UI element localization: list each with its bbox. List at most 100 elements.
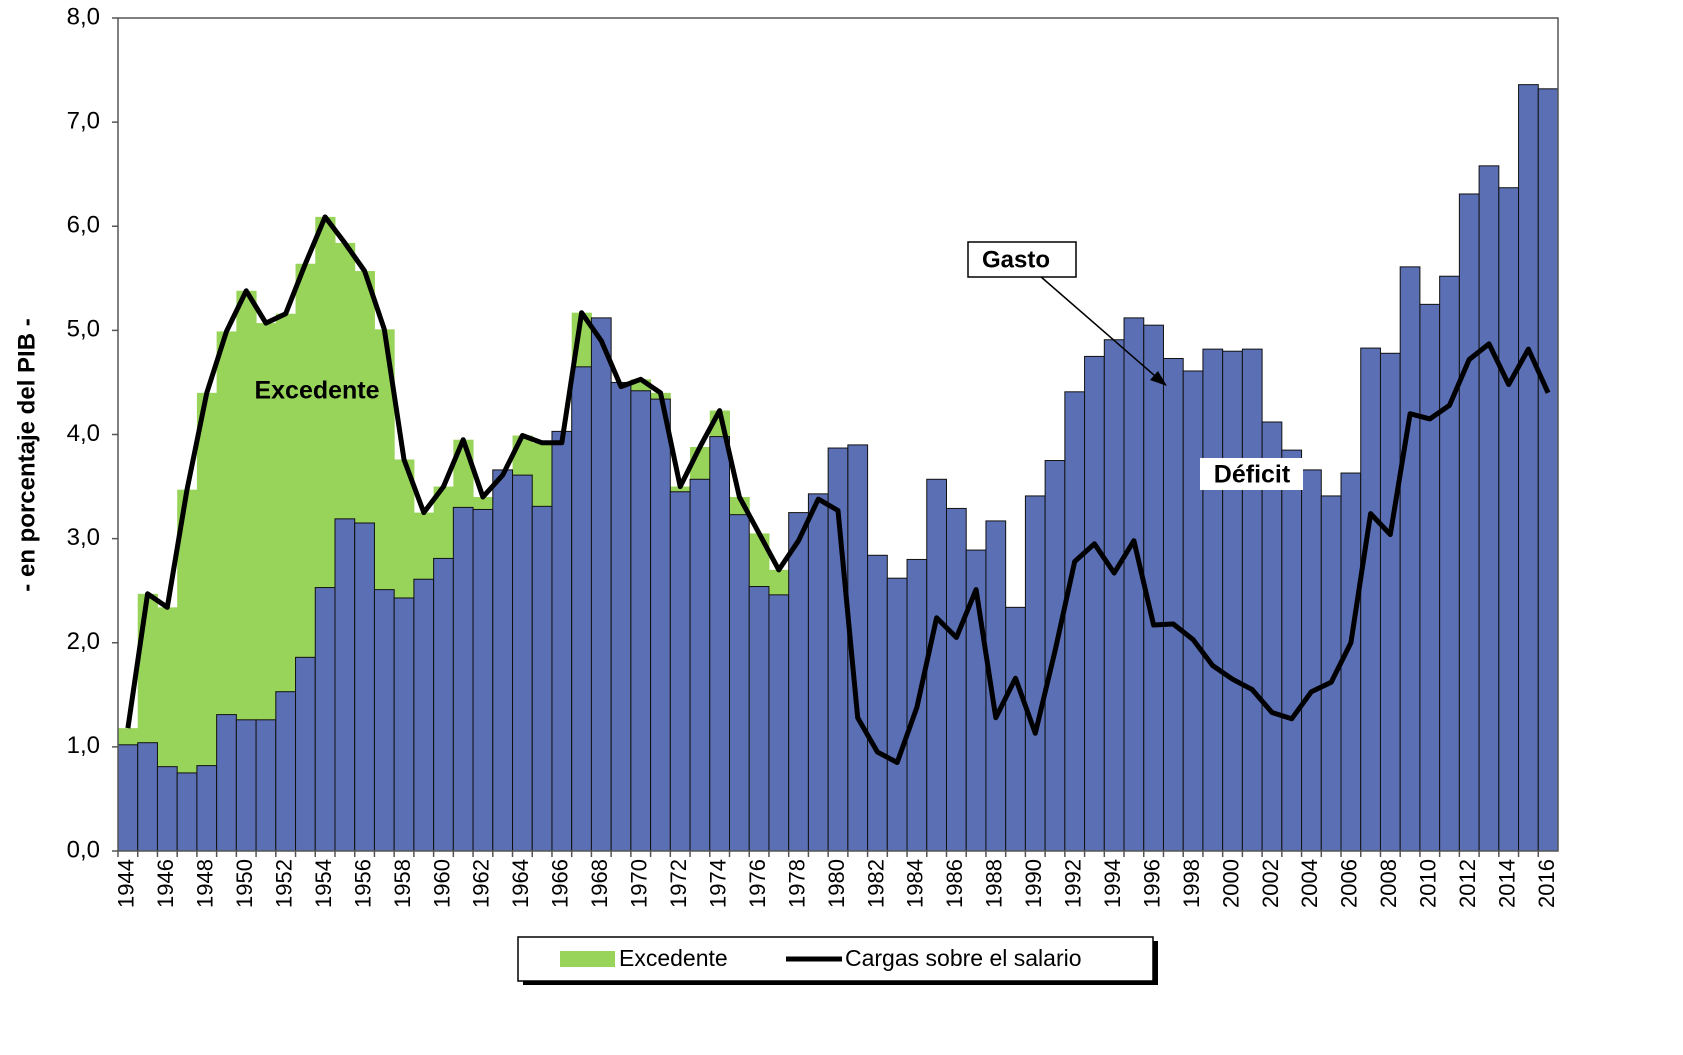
bar: [433, 557, 454, 852]
y-tick-label: 2,0: [67, 628, 100, 655]
annotation-box: [1200, 458, 1303, 490]
x-tick-label: 2000: [1218, 859, 1243, 908]
bar: [630, 390, 652, 852]
bar: [729, 514, 750, 852]
bar: [1301, 469, 1322, 852]
bar: [788, 512, 809, 852]
bar: [1241, 348, 1263, 852]
bar: [551, 430, 573, 852]
bar: [1162, 357, 1184, 852]
excedente-area: [196, 392, 218, 766]
excedente-area: [177, 489, 198, 773]
y-tick-label: 1,0: [67, 732, 100, 759]
excedente-area: [275, 313, 297, 692]
excedente-area: [216, 331, 237, 715]
excedente-area: [473, 496, 494, 510]
line: [125, 214, 1551, 765]
x-tick-label: 1988: [982, 859, 1007, 908]
x-tick-label: 1956: [350, 859, 375, 908]
annotation-excedente: Excedente: [254, 377, 379, 405]
x-tick-label: 2006: [1337, 859, 1362, 908]
x-tick-label: 1952: [271, 859, 296, 908]
excedente-area: [256, 323, 277, 720]
y-tick-label: 0,0: [67, 836, 100, 863]
excedente-area: [315, 216, 336, 588]
x-tick-label: 1966: [548, 859, 573, 908]
x-tick-label: 1986: [942, 859, 967, 908]
bar: [1202, 348, 1224, 852]
x-tick-label: 1998: [1179, 859, 1204, 908]
x-tick-label: 1962: [469, 859, 494, 908]
excedente-area: [118, 728, 139, 745]
excedente-area: [532, 442, 553, 507]
bar: [867, 554, 888, 852]
x-tick-label: 1984: [903, 859, 928, 908]
bar: [1478, 165, 1500, 852]
x-tick-label: 2012: [1455, 859, 1480, 908]
bar: [1182, 370, 1204, 852]
bar: [650, 398, 671, 852]
x-tick-label: 1948: [193, 859, 218, 908]
bar: [452, 506, 474, 852]
annotation-deficit: Déficit: [1214, 461, 1291, 489]
x-tick-label: 1976: [745, 859, 770, 908]
y-tick-label: 8,0: [67, 3, 100, 30]
bar: [275, 691, 297, 852]
bar: [807, 493, 829, 852]
bar: [1005, 606, 1026, 852]
bar: [354, 522, 375, 852]
x-tick-label: 1950: [232, 859, 257, 908]
bar: [945, 507, 967, 852]
bar: [1084, 355, 1105, 852]
bar: [1281, 449, 1303, 852]
x-tick-label: 1992: [1061, 859, 1086, 908]
y-axis-label: - en porcentaje del PIB -: [13, 318, 40, 591]
x-tick-label: 1954: [311, 859, 336, 908]
x-tick-label: 1982: [863, 859, 888, 908]
bar: [748, 586, 770, 852]
bar: [1399, 266, 1421, 852]
y-tick-label: 5,0: [67, 316, 100, 343]
x-tick-label: 1990: [1021, 859, 1046, 908]
plot-frame: [117, 17, 1559, 852]
bar: [334, 518, 356, 852]
bar: [1103, 339, 1125, 852]
bar: [1518, 84, 1539, 852]
bar: [886, 577, 908, 852]
excedente-area: [433, 486, 454, 559]
legend-label: Excedente: [619, 945, 728, 971]
excedente-area: [334, 242, 356, 519]
bar: [768, 594, 790, 852]
x-tick-label: 2002: [1258, 859, 1283, 908]
x-tick-label: 1974: [705, 859, 730, 908]
excedente-area: [512, 435, 533, 476]
bar: [610, 381, 632, 852]
bar: [926, 478, 947, 852]
bar: [1537, 88, 1559, 852]
x-tick-label: 1960: [429, 859, 454, 908]
bar: [669, 491, 691, 852]
bar: [117, 744, 139, 852]
excedente-area: [236, 290, 257, 720]
legend-label: Cargas sobre el salario: [845, 945, 1082, 971]
x-tick-label: 2004: [1297, 859, 1322, 908]
x-tick-label: 2010: [1416, 859, 1441, 908]
x-tick-label: 2008: [1376, 859, 1401, 908]
bar: [571, 366, 592, 852]
bar: [314, 587, 336, 852]
bar: [472, 508, 494, 852]
annotation-gasto: Gasto: [982, 246, 1050, 273]
x-tick-label: 1996: [1139, 859, 1164, 908]
bar: [1064, 391, 1086, 852]
bar: [235, 719, 257, 852]
bar: [689, 478, 711, 852]
bar: [196, 765, 218, 852]
x-tick-label: 2016: [1534, 859, 1559, 908]
excedente-area: [295, 263, 316, 658]
bar: [1379, 352, 1401, 852]
bar: [512, 474, 533, 852]
excedente-area: [630, 379, 652, 391]
annotation-arrow: [1039, 275, 1163, 383]
y-tick-label: 7,0: [67, 107, 100, 134]
